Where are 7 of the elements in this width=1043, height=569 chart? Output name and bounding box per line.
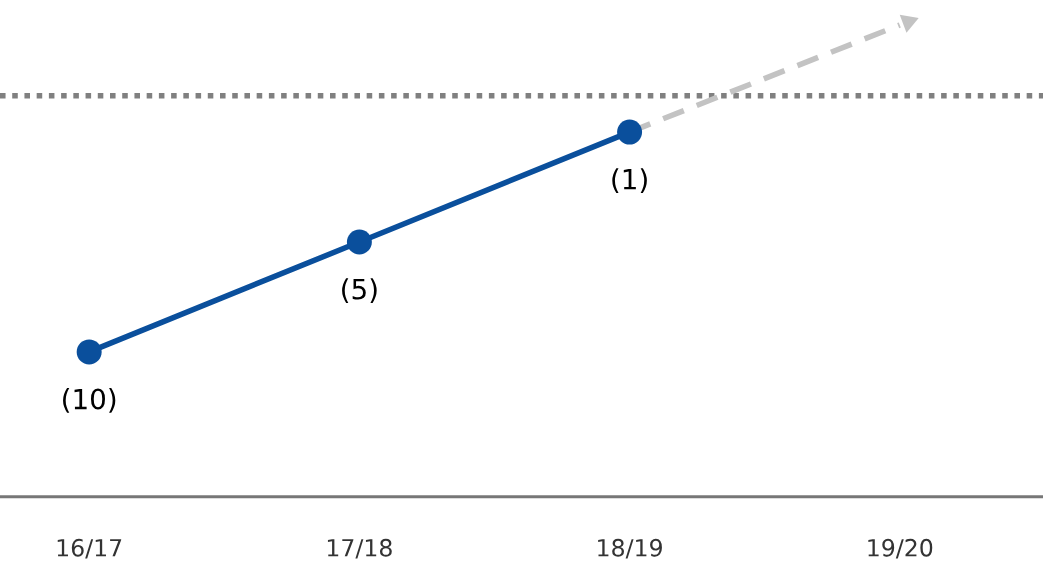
annotation: (1) — [612, 168, 647, 193]
x-tick-label: 17/18 — [327, 538, 392, 559]
x-tick-label: 19/20 — [868, 538, 933, 559]
x-tick-label: 16/17 — [57, 538, 122, 559]
x-tick-label: 18/19 — [598, 538, 662, 559]
annotation: (5) — [342, 278, 377, 303]
annotation: (10) — [63, 388, 116, 413]
